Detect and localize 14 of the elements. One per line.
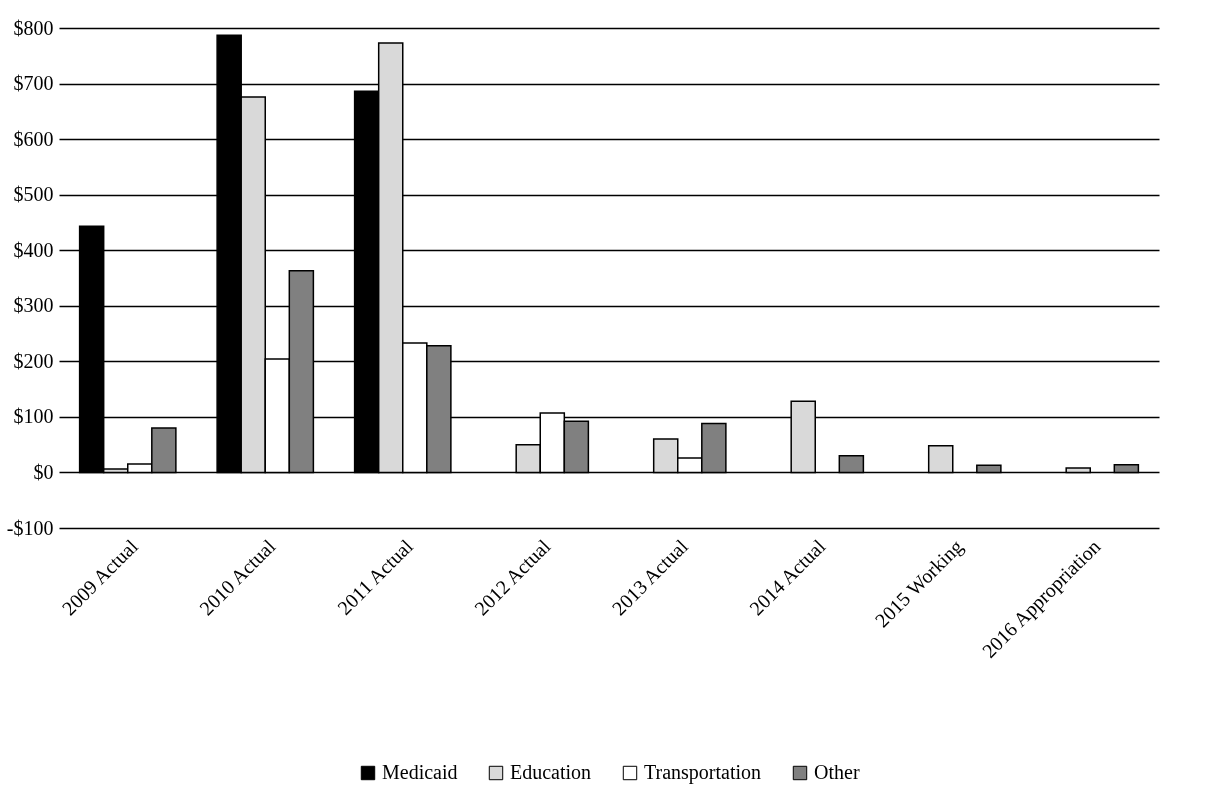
legend-label: Medicaid — [382, 761, 458, 783]
y-tick-label: $700 — [13, 72, 54, 95]
y-tick-label: $500 — [13, 183, 54, 206]
y-tick-label: $200 — [13, 349, 54, 372]
y-tick-label: $300 — [13, 294, 54, 317]
y-tick-label: $400 — [13, 238, 54, 261]
legend-label: Transportation — [644, 761, 762, 784]
legend-label: Education — [510, 761, 592, 783]
y-tick-label: $600 — [13, 127, 54, 150]
y-tick-label: $0 — [33, 460, 54, 483]
y-tick-label: -$100 — [6, 516, 54, 539]
y-tick-label: $800 — [13, 16, 54, 39]
y-tick-label: $100 — [13, 405, 54, 428]
legend-label: Other — [814, 761, 860, 783]
